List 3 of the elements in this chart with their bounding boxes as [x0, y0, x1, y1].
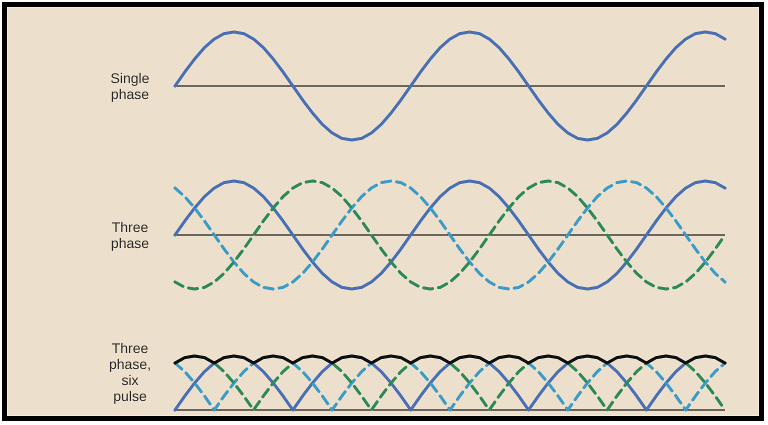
- y-axis-title: Single phase: [110, 70, 150, 102]
- y-axis-title: Three phase, six pulse: [108, 340, 152, 404]
- y-axis-title: Three phase: [110, 219, 150, 251]
